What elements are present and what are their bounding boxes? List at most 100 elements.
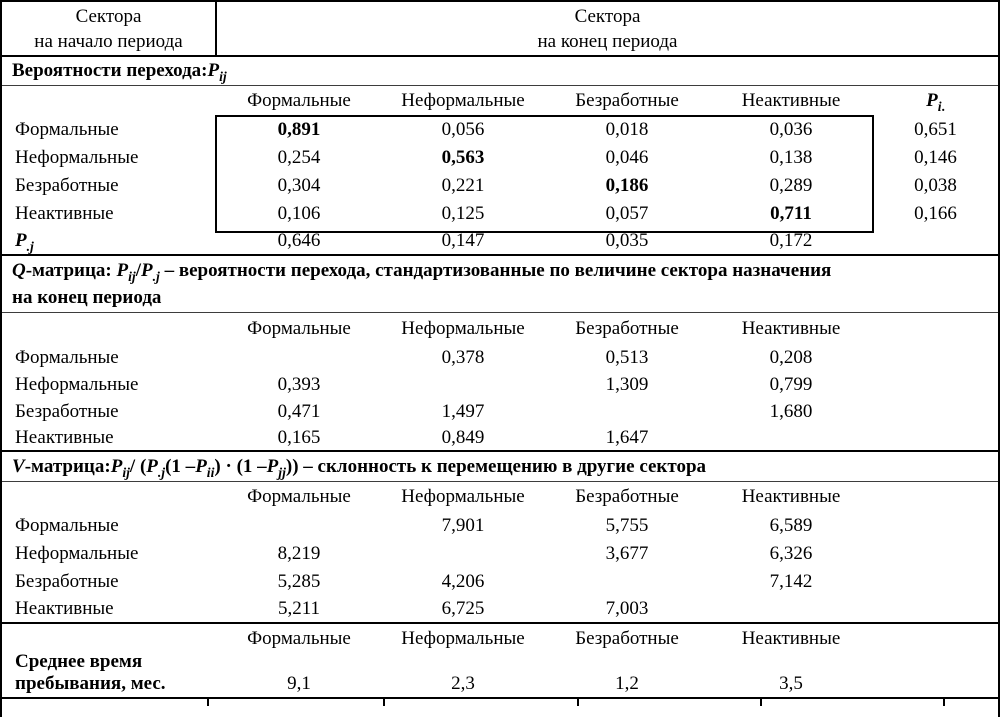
- cell: 0,799: [769, 373, 813, 395]
- cell: 1,497: [441, 400, 485, 422]
- cell-pi: 0,038: [914, 175, 957, 196]
- cell: 0,891: [277, 119, 321, 140]
- column-header-informal: Неформальные: [401, 90, 525, 111]
- column-header-pi: Pi.: [926, 90, 945, 114]
- cell: 4,206: [441, 571, 485, 592]
- mean-duration-row: Среднее время пребывания, мес. 9,1 2,3 1,…: [2, 651, 998, 699]
- cell: 6,725: [441, 598, 485, 619]
- row-label: Неформальные: [15, 543, 139, 564]
- column-header-unemployed: Безработные: [575, 486, 679, 507]
- row-label: Неактивные: [15, 598, 114, 619]
- column-header-inactive: Неактивные: [741, 317, 841, 339]
- row-label: Безработные: [15, 175, 119, 196]
- table-row: Неактивные 5,211 6,725 7,003: [2, 596, 998, 624]
- cell: 0,849: [441, 426, 485, 448]
- cell: 5,211: [277, 598, 321, 619]
- cell: 1,647: [605, 426, 649, 448]
- header-start-sector: Сектора на начало периода: [2, 2, 217, 55]
- tick: [577, 699, 579, 706]
- table-row: Неактивные 0,106 0,125 0,057 0,711 0,166: [2, 200, 998, 228]
- cell-pi: 0,166: [914, 203, 957, 224]
- cell: 0,304: [277, 175, 321, 196]
- cell: 0,393: [277, 373, 321, 395]
- cell: 0,378: [441, 346, 485, 368]
- cell: 0,057: [605, 203, 649, 224]
- table-row: Неактивные 0,165 0,849 1,647: [2, 425, 998, 452]
- duration-column-header: Формальные Неформальные Безработные Неак…: [2, 624, 998, 654]
- table-row: Неформальные 0,254 0,563 0,046 0,138 0,1…: [2, 144, 998, 172]
- table-row: Формальные 0,891 0,056 0,018 0,036 0,651: [2, 116, 998, 144]
- cell: 0,563: [441, 147, 485, 168]
- column-header-unemployed: Безработные: [575, 317, 679, 339]
- column-header-formal: Формальные: [247, 90, 351, 111]
- row-label: Формальные: [15, 515, 119, 536]
- cell: 0,036: [769, 119, 813, 140]
- cell: 6,326: [769, 543, 813, 564]
- table-top-header: Сектора на начало периода Сектора на конец…: [2, 2, 998, 57]
- column-header-informal: Неформальные: [401, 628, 525, 649]
- cell: 5,285: [277, 571, 321, 592]
- section-title-q-matrix: Q-матрица: Pij/P.j – вероятности переход…: [2, 256, 998, 313]
- cell: 9,1: [287, 673, 311, 694]
- cell: 0,221: [441, 175, 485, 196]
- row-label: Неактивные: [15, 426, 114, 448]
- cutoff-row-ticks: [2, 699, 998, 706]
- cell: 1,2: [615, 673, 639, 694]
- cell: 0,106: [277, 203, 321, 224]
- tick: [760, 699, 762, 706]
- cell: 1,309: [605, 373, 649, 395]
- cell: 0,046: [605, 147, 649, 168]
- cell-pi: 0,651: [914, 119, 957, 140]
- row-label: Неформальные: [15, 373, 139, 395]
- cell: 0,138: [769, 147, 813, 168]
- cell: 2,3: [451, 673, 475, 694]
- cell: 3,5: [779, 673, 803, 694]
- cell: 8,219: [277, 543, 321, 564]
- mean-duration-label: Среднее время пребывания, мес.: [15, 651, 166, 694]
- table-row: Неформальные 0,393 1,309 0,799: [2, 371, 998, 398]
- cell: 0,513: [605, 346, 649, 368]
- tick: [943, 699, 945, 706]
- column-header-inactive: Неактивные: [741, 628, 841, 649]
- cell: 0,289: [769, 175, 813, 196]
- section-title-v-matrix: V -матрица: Pij / (P.j (1 – Pii) · (1 – Pj…: [2, 452, 998, 482]
- cell: 7,003: [605, 598, 649, 619]
- column-header-unemployed: Безработные: [575, 90, 679, 111]
- row-label: Безработные: [15, 571, 119, 592]
- cell: 0,646: [277, 230, 321, 251]
- table-row: Формальные 7,901 5,755 6,589: [2, 512, 998, 540]
- cell: 6,589: [769, 515, 813, 536]
- v-matrix-column-header: Формальные Неформальные Безработные Неак…: [2, 482, 998, 512]
- column-header-formal: Формальные: [247, 486, 351, 507]
- column-header-informal: Неформальные: [401, 486, 525, 507]
- column-header-formal: Формальные: [247, 628, 351, 649]
- row-label: Безработные: [15, 400, 119, 422]
- cell: 0,172: [769, 230, 813, 251]
- row-label: Неактивные: [15, 203, 114, 224]
- cell: 0,208: [769, 346, 813, 368]
- cell: 1,680: [769, 400, 813, 422]
- pj-sum-row: P.j 0,646 0,147 0,035 0,172: [2, 228, 998, 256]
- table-row: Формальные 0,378 0,513 0,208: [2, 344, 998, 371]
- header-end-sector: Сектора на конец периода: [537, 5, 678, 52]
- cell: 0,186: [605, 175, 649, 196]
- cell: 0,254: [277, 147, 321, 168]
- cell: 3,677: [605, 543, 649, 564]
- column-header-inactive: Неактивные: [741, 90, 841, 111]
- row-label: Неформальные: [15, 147, 139, 168]
- column-header-unemployed: Безработные: [575, 628, 679, 649]
- pj-row-label: P.j: [15, 230, 34, 254]
- table-row: Безработные 0,471 1,497 1,680: [2, 398, 998, 425]
- cell: 0,165: [277, 426, 321, 448]
- table-row: Неформальные 8,219 3,677 6,326: [2, 540, 998, 568]
- table-row: Безработные 5,285 4,206 7,142: [2, 568, 998, 596]
- cell: 0,018: [605, 119, 649, 140]
- p-matrix-column-header: Формальные Неформальные Безработные Неак…: [2, 86, 998, 116]
- cell-pi: 0,146: [914, 147, 957, 168]
- cell: 0,035: [605, 230, 649, 251]
- tick: [383, 699, 385, 706]
- cell: 0,147: [441, 230, 485, 251]
- row-label: Формальные: [15, 119, 119, 140]
- column-header-informal: Неформальные: [401, 317, 525, 339]
